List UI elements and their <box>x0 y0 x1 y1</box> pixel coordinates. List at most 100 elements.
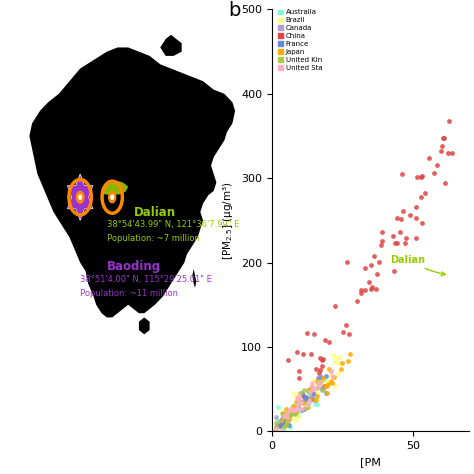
Point <box>413 214 420 222</box>
Point <box>346 330 353 337</box>
Point <box>293 400 301 408</box>
Point <box>298 389 305 397</box>
Point <box>421 189 428 197</box>
Point <box>319 385 327 393</box>
Point <box>301 386 308 394</box>
Point <box>293 404 301 412</box>
Point <box>321 382 328 390</box>
Point <box>418 193 425 201</box>
Point <box>315 378 323 386</box>
Point <box>413 173 421 181</box>
Point <box>296 397 304 405</box>
Point <box>283 417 291 424</box>
Point <box>286 410 294 418</box>
Point <box>433 162 441 169</box>
Point <box>402 235 410 242</box>
Point <box>317 355 324 362</box>
Point <box>318 363 325 370</box>
Point <box>282 410 290 417</box>
Point <box>294 404 301 412</box>
Point <box>325 365 332 373</box>
Point <box>291 410 299 418</box>
Point <box>278 415 285 423</box>
Point <box>311 386 319 393</box>
Point <box>378 228 385 236</box>
Text: Population: ~7 million: Population: ~7 million <box>107 234 200 243</box>
Point <box>282 405 290 413</box>
Point <box>294 405 302 413</box>
Point <box>291 409 299 417</box>
Point <box>280 420 287 428</box>
Polygon shape <box>160 35 182 56</box>
Point <box>306 388 314 396</box>
Point <box>285 411 292 419</box>
Point <box>294 395 302 402</box>
Point <box>283 411 291 419</box>
Point <box>440 134 448 142</box>
Point <box>293 410 301 418</box>
Point <box>362 286 369 294</box>
Point <box>292 409 300 416</box>
Point <box>294 412 302 420</box>
Point <box>304 401 311 409</box>
Point <box>276 418 284 425</box>
Point <box>326 338 333 346</box>
Point <box>320 376 328 383</box>
Circle shape <box>109 191 116 203</box>
Point <box>357 290 365 297</box>
Point <box>276 422 284 429</box>
Point <box>323 390 330 397</box>
Point <box>316 379 323 386</box>
Point <box>274 418 282 426</box>
Point <box>303 401 311 409</box>
Point <box>309 385 317 393</box>
Point <box>294 402 302 410</box>
Point <box>286 423 293 431</box>
Point <box>294 393 302 401</box>
Point <box>368 283 375 290</box>
Point <box>293 394 301 402</box>
Point <box>311 389 319 397</box>
Point <box>293 348 301 356</box>
Point <box>291 402 298 410</box>
Point <box>300 400 308 408</box>
Point <box>314 379 322 387</box>
Point <box>280 408 288 415</box>
Point <box>279 413 287 420</box>
Point <box>412 235 419 242</box>
Point <box>294 396 301 404</box>
Point <box>280 423 287 431</box>
Point <box>308 388 315 395</box>
Point <box>279 409 286 416</box>
Point <box>272 423 280 431</box>
Point <box>279 428 287 435</box>
Point <box>377 241 385 249</box>
Point <box>283 419 291 426</box>
Point <box>335 370 342 377</box>
Circle shape <box>76 191 84 203</box>
Point <box>448 149 456 157</box>
Point <box>307 384 314 392</box>
Point <box>313 377 321 385</box>
Point <box>315 374 322 382</box>
Point <box>310 377 318 384</box>
Point <box>445 117 453 124</box>
Point <box>328 379 336 387</box>
Point <box>299 392 306 400</box>
Point <box>287 405 294 413</box>
Point <box>289 408 296 415</box>
Point <box>288 405 295 413</box>
Point <box>327 367 335 375</box>
Point <box>397 215 404 222</box>
Point <box>302 396 310 403</box>
Point <box>306 386 314 393</box>
Point <box>316 369 323 377</box>
Point <box>282 421 289 429</box>
Point <box>292 398 300 405</box>
Y-axis label: [PM$_{2.5}$] (μg/m³): [PM$_{2.5}$] (μg/m³) <box>221 181 236 260</box>
Point <box>332 383 339 390</box>
Polygon shape <box>139 318 150 334</box>
Point <box>287 415 294 423</box>
Point <box>396 228 403 236</box>
Point <box>272 428 279 435</box>
